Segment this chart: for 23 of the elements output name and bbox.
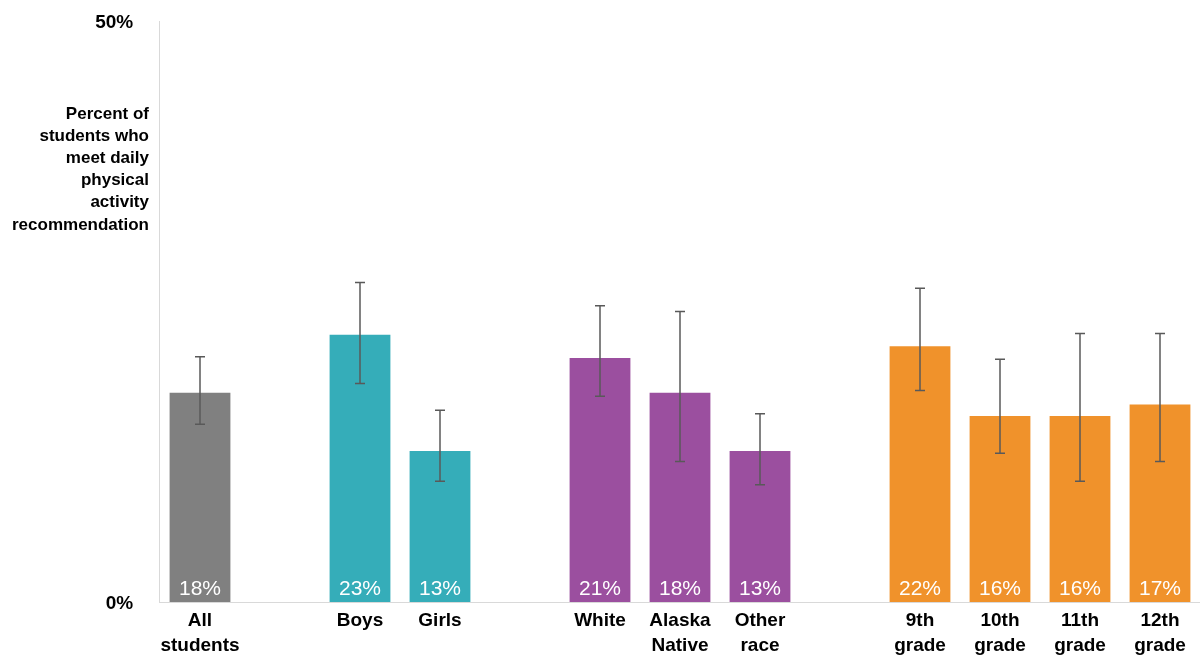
x-tick-label: 9th grade [894,608,946,655]
data-label: 13% [418,576,462,599]
y-tick-label: 50% [95,10,134,32]
x-tick-label: 10th grade [974,608,1026,655]
x-tick-label: White [574,608,626,630]
data-label: 13% [738,576,782,599]
x-tick-label: Alaska Native [649,608,712,655]
y-tick-label: 0% [105,591,134,613]
x-tick-label: All students [160,608,240,655]
data-label: 16% [978,576,1022,599]
y-axis-title: Percent of students who meet daily physical activity recommendation [12,104,150,234]
x-tick-label: Other race [734,608,786,655]
data-label: 17% [1138,576,1182,599]
x-tick-label: 11th grade [1054,608,1106,655]
x-tick-label: Boys [336,608,384,630]
data-label: 18% [178,576,222,599]
data-label: 16% [1058,576,1102,599]
x-tick-label: 12th grade [1134,608,1186,655]
data-label: 21% [578,576,622,599]
data-label: 22% [898,576,942,599]
data-label: 18% [658,576,702,599]
data-label: 23% [338,576,382,599]
x-tick-label: Girls [418,608,462,630]
